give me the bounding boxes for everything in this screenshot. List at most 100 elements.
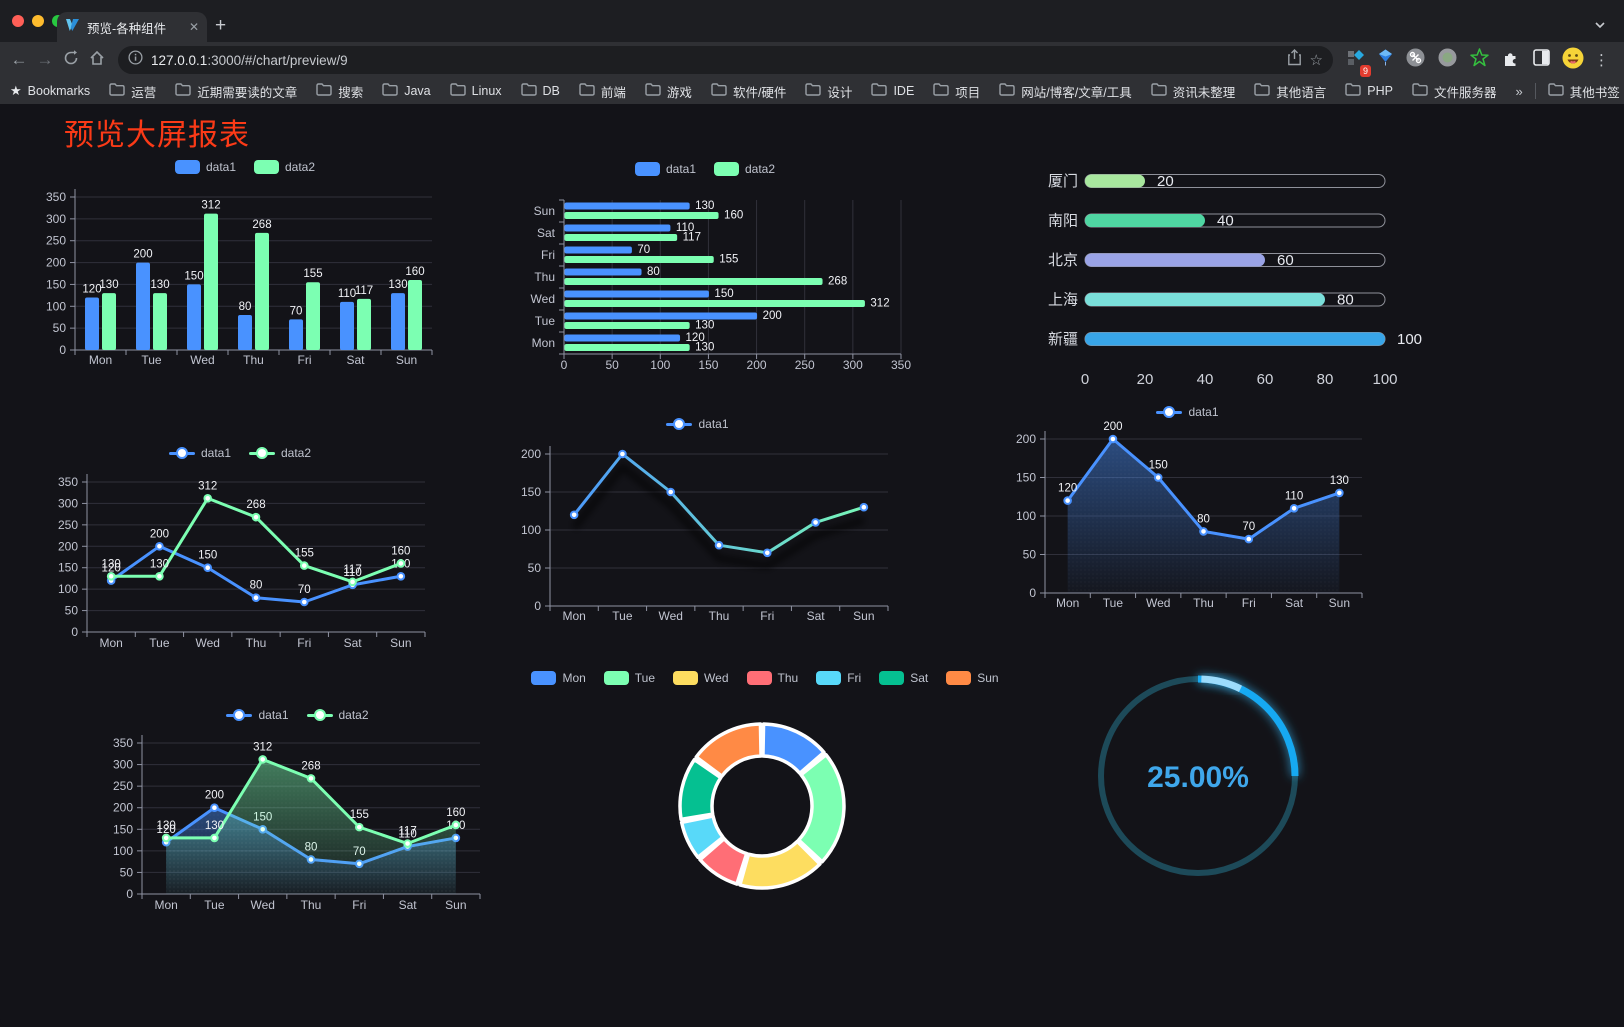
tab-close-icon[interactable]: ✕ bbox=[188, 20, 199, 34]
donut-slice-sat bbox=[678, 757, 723, 822]
legend-item[interactable]: data2 bbox=[254, 160, 315, 174]
legend-item[interactable]: data1 bbox=[174, 160, 236, 174]
legend-item[interactable]: Thu bbox=[746, 671, 799, 685]
back-button[interactable]: ← bbox=[10, 50, 28, 69]
bookmark-folder[interactable]: 文件服务器 bbox=[1412, 82, 1496, 101]
svg-text:70: 70 bbox=[637, 244, 650, 256]
legend-item[interactable]: data1 bbox=[226, 708, 289, 722]
legend-item[interactable]: Sun bbox=[946, 671, 999, 685]
legend-label: Thu bbox=[777, 671, 799, 685]
url-bar[interactable]: 127.0.0.1:3000/#/chart/preview/9 ☆ bbox=[118, 46, 1333, 74]
command-icon[interactable] bbox=[1406, 48, 1425, 72]
reload-button[interactable] bbox=[58, 49, 84, 71]
bookmark-folder[interactable]: Java bbox=[382, 83, 431, 99]
bookmark-folder[interactable]: 搜索 bbox=[316, 82, 363, 101]
legend-label: data2 bbox=[285, 160, 316, 174]
svg-text:350: 350 bbox=[113, 736, 133, 750]
bookmark-folder[interactable]: 设计 bbox=[805, 82, 852, 101]
bookmark-folder[interactable]: Linux bbox=[449, 83, 502, 99]
chart-ring-progress[interactable]: 25.00% bbox=[1090, 666, 1310, 886]
svg-text:250: 250 bbox=[795, 358, 815, 372]
svg-text:120: 120 bbox=[157, 824, 176, 836]
legend-item[interactable]: data2 bbox=[249, 446, 311, 460]
svg-text:120: 120 bbox=[82, 284, 101, 296]
green-star-icon[interactable] bbox=[1470, 48, 1489, 72]
chart-line-gradient[interactable]: data1 0 50 100 150 200 Mon Tue Wed Thu Fri Sat Sun bbox=[505, 404, 890, 644]
reading-mode-icon[interactable] bbox=[1533, 49, 1550, 71]
chart-grouped-bar[interactable]: data1 data2 0 50 100 150 200 250 300 350 Mon Tue Wed… bbox=[40, 148, 450, 393]
bookmarks-manager[interactable]: ★ Bookmarks bbox=[10, 83, 91, 98]
browser-tab[interactable]: 预览-各种组件 ✕ bbox=[57, 12, 207, 42]
folder-icon bbox=[999, 83, 1015, 99]
legend-item[interactable]: Tue bbox=[603, 671, 655, 685]
legend-line-marker bbox=[666, 417, 693, 431]
home-button[interactable] bbox=[84, 50, 110, 71]
bookmark-folder[interactable]: DB bbox=[520, 83, 560, 99]
bookmark-folder[interactable]: 运营 bbox=[109, 82, 156, 101]
legend-item[interactable]: data1 bbox=[1156, 405, 1219, 419]
legend-item[interactable]: data1 bbox=[634, 162, 696, 176]
bookmark-folder[interactable]: PHP bbox=[1345, 83, 1393, 99]
legend-item[interactable]: data2 bbox=[306, 708, 369, 722]
svg-text:Tue: Tue bbox=[1103, 596, 1124, 610]
legend-item[interactable]: Wed bbox=[673, 671, 729, 685]
forward-button[interactable]: → bbox=[36, 50, 54, 69]
record-icon[interactable] bbox=[1438, 48, 1457, 72]
svg-text:100: 100 bbox=[1397, 331, 1422, 348]
svg-text:200: 200 bbox=[113, 801, 133, 815]
legend-item[interactable]: Mon bbox=[531, 671, 586, 685]
info-icon[interactable] bbox=[128, 50, 143, 70]
bookmark-folder[interactable]: 资讯未整理 bbox=[1151, 82, 1235, 101]
kite-icon[interactable] bbox=[1378, 49, 1393, 71]
bookmarks-overflow-icon[interactable]: » bbox=[1515, 83, 1523, 99]
legend-item[interactable]: Sat bbox=[879, 671, 928, 685]
svg-text:155: 155 bbox=[295, 548, 314, 560]
extension-icons: 9 bbox=[1347, 48, 1550, 77]
new-tab-button[interactable]: + bbox=[215, 15, 227, 36]
chart-line-area[interactable]: data1 0 50 100 150 200 Mon Tue Wed Thu Fri Sat Sun 12… bbox=[1000, 401, 1375, 631]
legend-item[interactable]: data1 bbox=[666, 417, 729, 431]
legend-item[interactable]: Fri bbox=[816, 671, 861, 685]
bookmark-star-icon[interactable]: ☆ bbox=[1309, 52, 1323, 69]
legend-label: Sun bbox=[977, 671, 999, 685]
chart-line-two[interactable]: data1 data2 0 50 100 150 200 250 300 350 Mon Tue Wed… bbox=[45, 424, 435, 669]
bookmark-folder[interactable]: 近期需要读的文章 bbox=[175, 82, 297, 101]
chart-line-area-two[interactable]: data1 data2 0 50 100 150 200 250 300 350 Mon Tue Wed… bbox=[105, 706, 490, 936]
chevron-down-icon[interactable] bbox=[1594, 16, 1606, 34]
chart-donut[interactable]: Mon Tue Wed Thu Fri Sat Sun bbox=[531, 661, 999, 896]
share-icon[interactable] bbox=[1287, 49, 1302, 71]
profile-avatar[interactable] bbox=[1562, 47, 1584, 74]
svg-text:Fri: Fri bbox=[352, 898, 366, 912]
menu-icon[interactable]: ⋮ bbox=[1594, 52, 1609, 69]
bookmark-folder[interactable]: 项目 bbox=[933, 82, 980, 101]
svg-text:20: 20 bbox=[1157, 173, 1174, 190]
svg-text:南阳: 南阳 bbox=[1048, 213, 1078, 230]
svg-text:150: 150 bbox=[714, 288, 733, 300]
svg-text:250: 250 bbox=[58, 518, 78, 532]
legend-item[interactable]: data1 bbox=[168, 446, 231, 460]
puzzle-icon[interactable] bbox=[1502, 49, 1520, 72]
url-text[interactable]: 127.0.0.1:3000/#/chart/preview/9 bbox=[151, 52, 348, 68]
legend-swatch bbox=[634, 162, 660, 176]
legend-item[interactable]: data2 bbox=[714, 162, 775, 176]
legend-label: data2 bbox=[745, 162, 776, 176]
bookmark-folder[interactable]: 游戏 bbox=[645, 82, 692, 101]
svg-text:268: 268 bbox=[246, 499, 265, 511]
proxy-extension-icon[interactable]: 9 bbox=[1347, 49, 1371, 77]
svg-text:Thu: Thu bbox=[243, 353, 264, 367]
minimize-window-button[interactable] bbox=[32, 15, 44, 27]
svg-text:100: 100 bbox=[650, 358, 670, 372]
svg-text:200: 200 bbox=[58, 539, 78, 553]
bookmark-folder[interactable]: 软件/硬件 bbox=[711, 82, 786, 101]
bookmark-folder[interactable]: 其他语言 bbox=[1254, 82, 1326, 101]
bookmark-folder[interactable]: IDE bbox=[871, 83, 914, 99]
chart-grouped-hbar[interactable]: data1 data2 0 50 100 150 200 250 300 350 Sun Sat Fri… bbox=[505, 148, 911, 393]
donut-slice-tue bbox=[796, 753, 846, 864]
svg-text:117: 117 bbox=[343, 564, 361, 576]
close-window-button[interactable] bbox=[12, 15, 24, 27]
bookmark-folder[interactable]: 前端 bbox=[579, 82, 626, 101]
bookmark-folder[interactable]: 网站/博客/文章/工具 bbox=[999, 82, 1132, 101]
other-bookmarks[interactable]: 其他书签 bbox=[1548, 82, 1620, 101]
svg-text:120: 120 bbox=[686, 332, 705, 344]
chart-city-progress[interactable]: 厦门 20 南阳 40 北京 60 上海 80 新疆 100 0 20 40 60 80 100 bbox=[990, 148, 1422, 403]
